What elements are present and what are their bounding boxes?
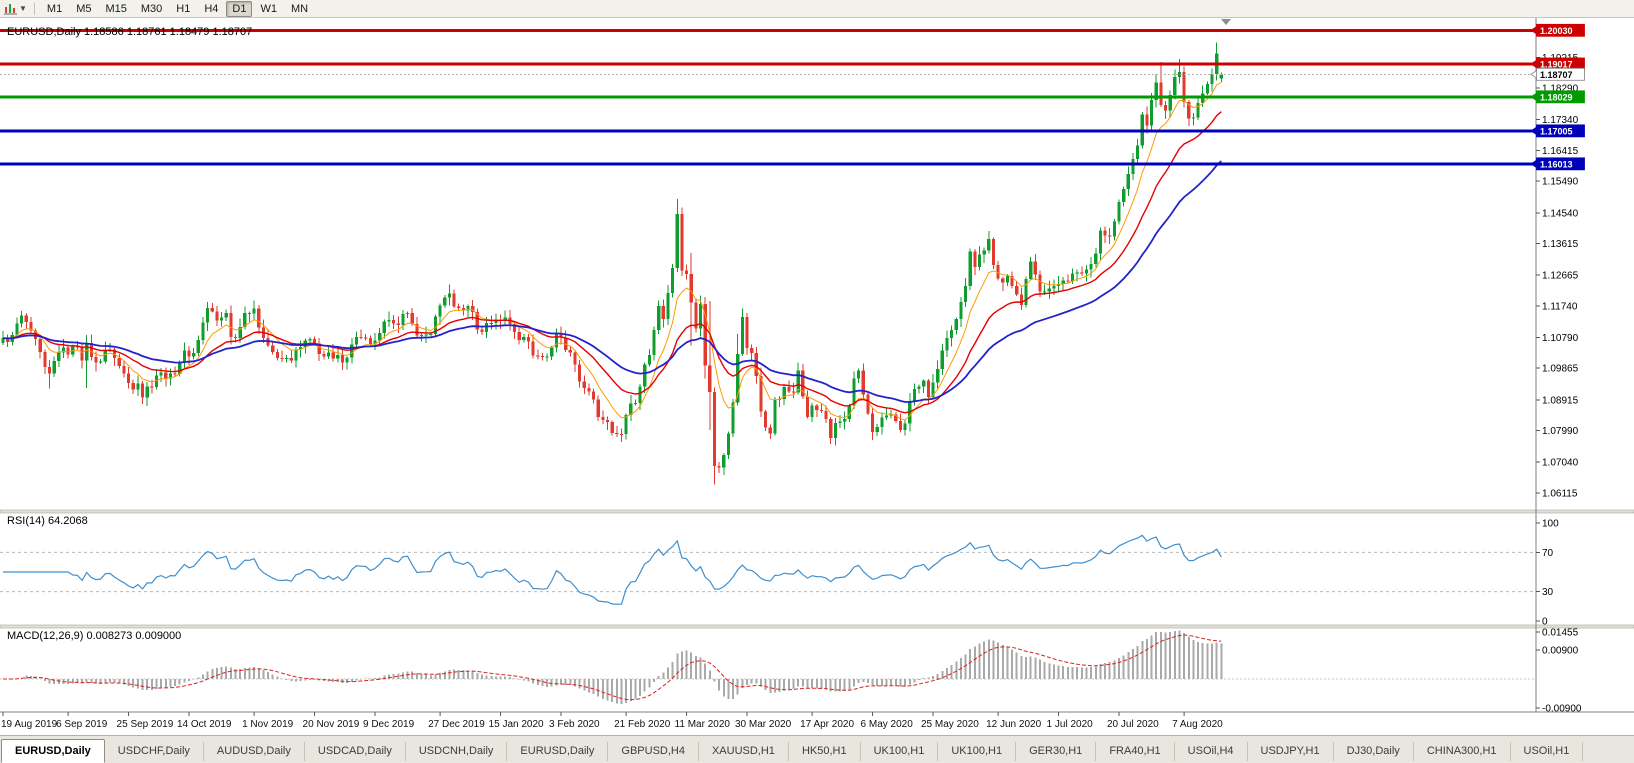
chart-tab-eurusd-daily[interactable]: EURUSD,Daily: [1, 739, 105, 763]
chart-tab-hk50-h1[interactable]: HK50,H1: [789, 742, 861, 761]
svg-text:1.18707: 1.18707: [1540, 70, 1573, 80]
svg-text:1.18029: 1.18029: [1540, 92, 1573, 102]
svg-text:1.12665: 1.12665: [1542, 271, 1579, 282]
timeframe-d1-button[interactable]: D1: [226, 0, 253, 17]
svg-text:0.01455: 0.01455: [1542, 628, 1579, 639]
svg-text:1.14540: 1.14540: [1542, 208, 1579, 219]
candlestick-series: [1, 42, 1223, 485]
svg-text:1.11740: 1.11740: [1542, 301, 1578, 312]
svg-text:7 Aug 2020: 7 Aug 2020: [1172, 719, 1223, 730]
timeframe-m15-button[interactable]: M15: [105, 2, 127, 15]
svg-text:1 Nov 2019: 1 Nov 2019: [242, 719, 294, 730]
svg-text:1.17005: 1.17005: [1540, 126, 1573, 136]
price-axis[interactable]: 1.192151.182901.173401.164151.154901.145…: [0, 18, 1634, 715]
svg-text:1.09865: 1.09865: [1542, 364, 1579, 375]
svg-text:6 May 2020: 6 May 2020: [861, 719, 914, 730]
chart-tab-usdchf-daily[interactable]: USDCHF,Daily: [105, 742, 204, 761]
chart-type-icon[interactable]: [4, 3, 18, 15]
svg-text:14 Oct 2019: 14 Oct 2019: [177, 719, 232, 730]
svg-text:21 Feb 2020: 21 Feb 2020: [614, 719, 671, 730]
svg-text:0: 0: [1542, 617, 1548, 628]
svg-text:1.19017: 1.19017: [1540, 59, 1573, 69]
price-badges: 1.20030 1.19017 1.18029 1.17005 1.16013 1.187…: [1530, 23, 1585, 171]
svg-text:100: 100: [1542, 519, 1559, 530]
ma-fast-line: [2, 81, 1222, 421]
svg-text:25 May 2020: 25 May 2020: [921, 719, 979, 730]
svg-text:1.20030: 1.20030: [1540, 26, 1573, 36]
svg-text:25 Sep 2019: 25 Sep 2019: [117, 719, 174, 730]
chart-area: 1.192151.182901.173401.164151.154901.145…: [0, 18, 1634, 735]
toolbar-separator: [33, 2, 35, 15]
svg-text:1.15490: 1.15490: [1542, 177, 1579, 188]
svg-text:1.06115: 1.06115: [1542, 488, 1578, 499]
svg-text:1.08915: 1.08915: [1542, 395, 1579, 406]
timeframe-w1-button[interactable]: W1: [260, 2, 277, 15]
chart-tab-usoil-h1[interactable]: USOil,H1: [1511, 742, 1584, 761]
svg-text:12 Jun 2020: 12 Jun 2020: [986, 719, 1041, 730]
timeframe-m30-button[interactable]: M30: [140, 2, 163, 15]
chart-tab-fra40-h1[interactable]: FRA40,H1: [1096, 742, 1175, 761]
pane-dividers[interactable]: [0, 509, 1634, 629]
svg-text:1.16013: 1.16013: [1540, 159, 1573, 169]
svg-text:1.07040: 1.07040: [1542, 458, 1579, 469]
ma-slow-line: [2, 160, 1222, 403]
svg-text:30: 30: [1542, 587, 1554, 598]
svg-text:0.00900: 0.00900: [1542, 645, 1579, 656]
chart-tab-usdcnh-daily[interactable]: USDCNH,Daily: [406, 742, 508, 761]
chart-tab-uk100-h1[interactable]: UK100,H1: [861, 742, 939, 761]
timeframe-toolbar: ▼ M1 M5 M15 M30 H1 H4 D1 W1 MN: [0, 0, 1634, 18]
bottom-tab-bar: EURUSD,Daily USDCHF,Daily AUDUSD,Daily USDC…: [0, 735, 1634, 763]
chart-background: [0, 18, 1634, 735]
timeframe-m1-button[interactable]: M1: [46, 2, 63, 15]
svg-text:1 Jul 2020: 1 Jul 2020: [1047, 719, 1094, 730]
svg-text:20 Nov 2019: 20 Nov 2019: [303, 719, 360, 730]
svg-text:6 Sep 2019: 6 Sep 2019: [56, 719, 108, 730]
chart-tab-usoil-h4[interactable]: USOil,H4: [1175, 742, 1248, 761]
svg-text:-0.00900: -0.00900: [1542, 704, 1582, 715]
svg-text:1.17340: 1.17340: [1542, 115, 1579, 126]
macd-signal-line: [3, 634, 1222, 701]
chart-tab-eurusd-daily[interactable]: EURUSD,Daily: [507, 742, 609, 761]
chevron-down-icon[interactable]: ▼: [19, 4, 27, 13]
chart-tab-uk100-h1[interactable]: UK100,H1: [938, 742, 1017, 761]
svg-text:1.18290: 1.18290: [1542, 84, 1579, 95]
svg-text:30 Mar 2020: 30 Mar 2020: [735, 719, 792, 730]
svg-text:19 Aug 2019: 19 Aug 2019: [1, 719, 58, 730]
chart-tab-china300-h1[interactable]: CHINA300,H1: [1414, 742, 1511, 761]
timeframe-h1-button[interactable]: H1: [176, 2, 191, 15]
timeframe-m5-button[interactable]: M5: [76, 2, 92, 15]
chart-tab-usdjpy-h1[interactable]: USDJPY,H1: [1248, 742, 1334, 761]
svg-text:9 Dec 2019: 9 Dec 2019: [363, 719, 415, 730]
svg-text:20 Jul 2020: 20 Jul 2020: [1107, 719, 1159, 730]
timeframe-mn-button[interactable]: MN: [290, 2, 309, 15]
chart-shift-marker[interactable]: [1221, 19, 1231, 25]
svg-text:1.10790: 1.10790: [1542, 333, 1579, 344]
chart-tab-gbpusd-h4[interactable]: GBPUSD,H4: [608, 742, 699, 761]
chart-tab-usdcad-daily[interactable]: USDCAD,Daily: [305, 742, 406, 761]
svg-text:27 Dec 2019: 27 Dec 2019: [428, 719, 485, 730]
svg-text:17 Apr 2020: 17 Apr 2020: [800, 719, 854, 730]
timeframe-buttons-group: M1 M5 M15 M30 H1 H4 D1 W1 MN: [40, 0, 315, 17]
svg-text:1.16415: 1.16415: [1542, 146, 1579, 157]
svg-text:3 Feb 2020: 3 Feb 2020: [549, 719, 600, 730]
svg-text:1.13615: 1.13615: [1542, 239, 1579, 250]
svg-text:11 Mar 2020: 11 Mar 2020: [675, 719, 731, 730]
svg-text:70: 70: [1542, 548, 1554, 559]
chart-tab-audusd-daily[interactable]: AUDUSD,Daily: [204, 742, 305, 761]
chart-tab-xauusd-h1[interactable]: XAUUSD,H1: [699, 742, 789, 761]
chart-canvas[interactable]: 1.192151.182901.173401.164151.154901.145…: [0, 18, 1634, 735]
chart-tab-dj30-daily[interactable]: DJ30,Daily: [1334, 742, 1414, 761]
rsi-pane: [0, 534, 1536, 605]
svg-text:15 Jan 2020: 15 Jan 2020: [489, 719, 544, 730]
timeframe-h4-button[interactable]: H4: [204, 2, 219, 15]
chart-tab-ger30-h1[interactable]: GER30,H1: [1016, 742, 1097, 761]
svg-text:1.07990: 1.07990: [1542, 426, 1579, 437]
horizontal-levels[interactable]: [0, 28, 1536, 166]
